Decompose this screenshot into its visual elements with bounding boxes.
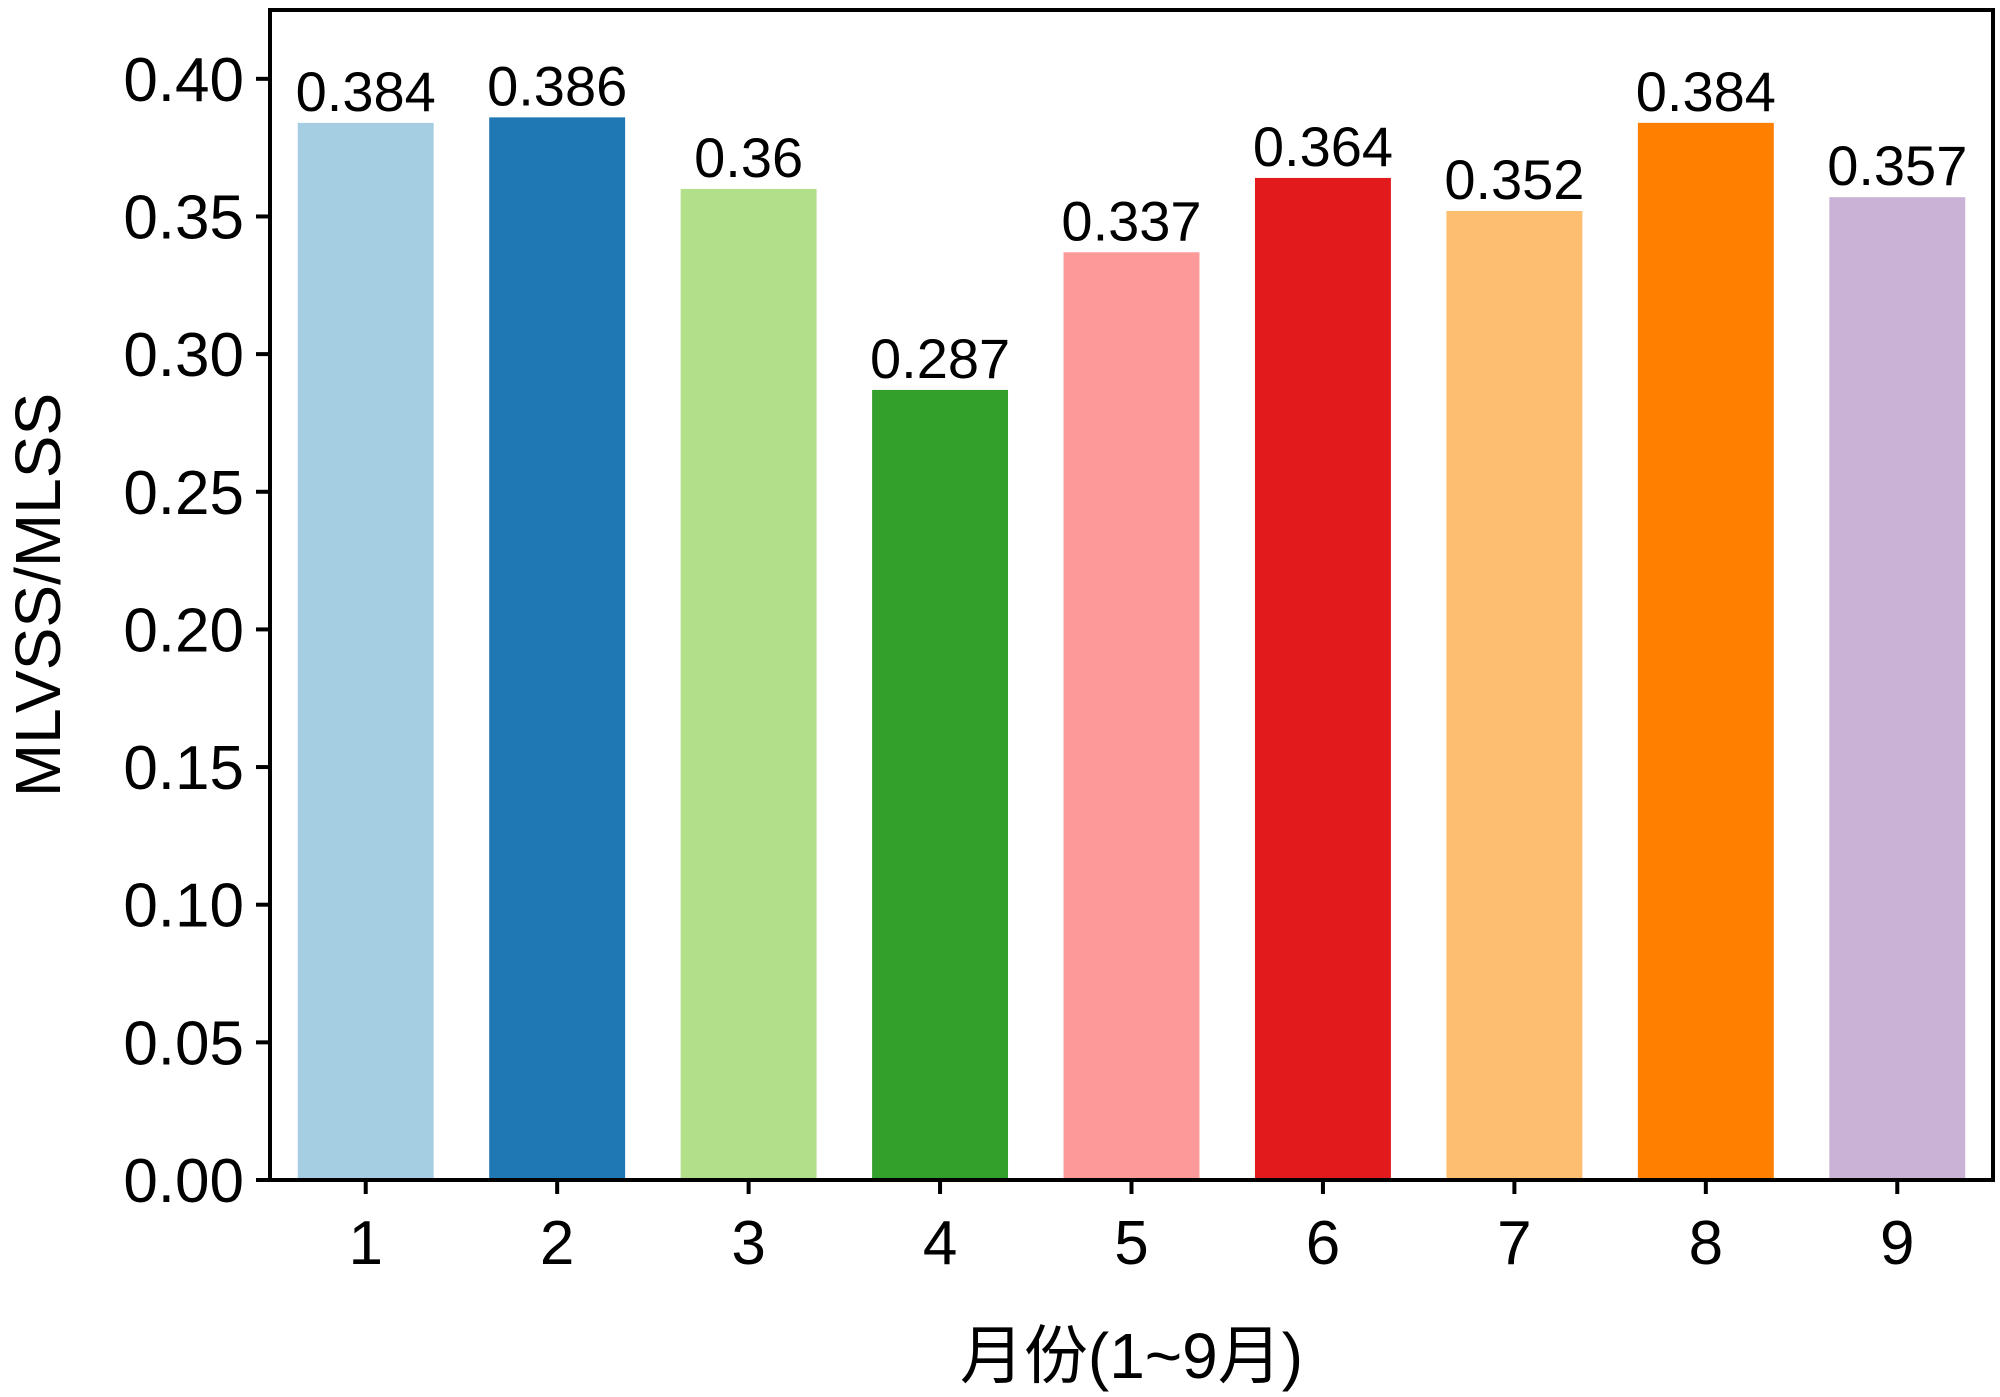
bar-month-2 <box>489 117 626 1180</box>
y-tick-label: 0.30 <box>123 321 244 390</box>
bar-month-5 <box>1063 252 1200 1181</box>
y-axis: 0.00 0.05 0.10 0.15 0.20 0.25 0.30 0.35 0.40 <box>123 46 270 1216</box>
y-tick-label: 0.10 <box>123 872 244 941</box>
x-tick-label: 5 <box>1114 1209 1148 1278</box>
bar-month-9 <box>1829 197 1966 1180</box>
x-tick-label: 9 <box>1880 1209 1914 1278</box>
data-label-month-3: 0.36 <box>694 126 803 189</box>
data-labels-layer: 0.384 0.386 0.36 0.287 0.337 0.364 0.352 0.384 0… <box>296 54 1968 390</box>
y-tick-label: 0.25 <box>123 459 244 528</box>
x-tick-label: 1 <box>348 1209 382 1278</box>
data-label-month-7: 0.352 <box>1444 148 1584 211</box>
y-tick-label: 0.40 <box>123 46 244 115</box>
y-tick-label: 0.00 <box>123 1147 244 1216</box>
data-label-month-2: 0.386 <box>487 54 627 117</box>
bar-month-1 <box>297 122 434 1180</box>
data-label-month-5: 0.337 <box>1061 189 1201 252</box>
bar-month-6 <box>1254 177 1391 1180</box>
x-tick-label: 8 <box>1689 1209 1723 1278</box>
bar-month-8 <box>1637 122 1774 1180</box>
y-tick-label: 0.35 <box>123 183 244 252</box>
x-tick-label: 7 <box>1497 1209 1531 1278</box>
bar-month-3 <box>680 188 817 1181</box>
x-axis-title: 月份(1~9月) <box>960 1320 1303 1392</box>
data-label-month-6: 0.364 <box>1253 115 1393 178</box>
data-label-month-9: 0.357 <box>1827 134 1967 197</box>
data-label-month-8: 0.384 <box>1636 60 1776 123</box>
y-axis-title: MLVSS/MLSS <box>2 393 74 797</box>
bar-month-4 <box>872 389 1009 1180</box>
y-tick-label: 0.15 <box>123 734 244 803</box>
x-tick-label: 4 <box>923 1209 957 1278</box>
x-tick-label: 3 <box>731 1209 765 1278</box>
bar-month-7 <box>1446 210 1583 1180</box>
y-tick-label: 0.05 <box>123 1009 244 1078</box>
y-tick-label: 0.20 <box>123 596 244 665</box>
x-axis: 1 2 3 4 5 6 7 8 9 <box>348 1180 1915 1278</box>
x-tick-label: 6 <box>1306 1209 1340 1278</box>
x-tick-label: 2 <box>540 1209 574 1278</box>
bars-layer <box>297 117 1966 1181</box>
plot-frame <box>268 8 1995 1182</box>
data-label-month-1: 0.384 <box>296 60 436 123</box>
data-label-month-4: 0.287 <box>870 327 1010 390</box>
